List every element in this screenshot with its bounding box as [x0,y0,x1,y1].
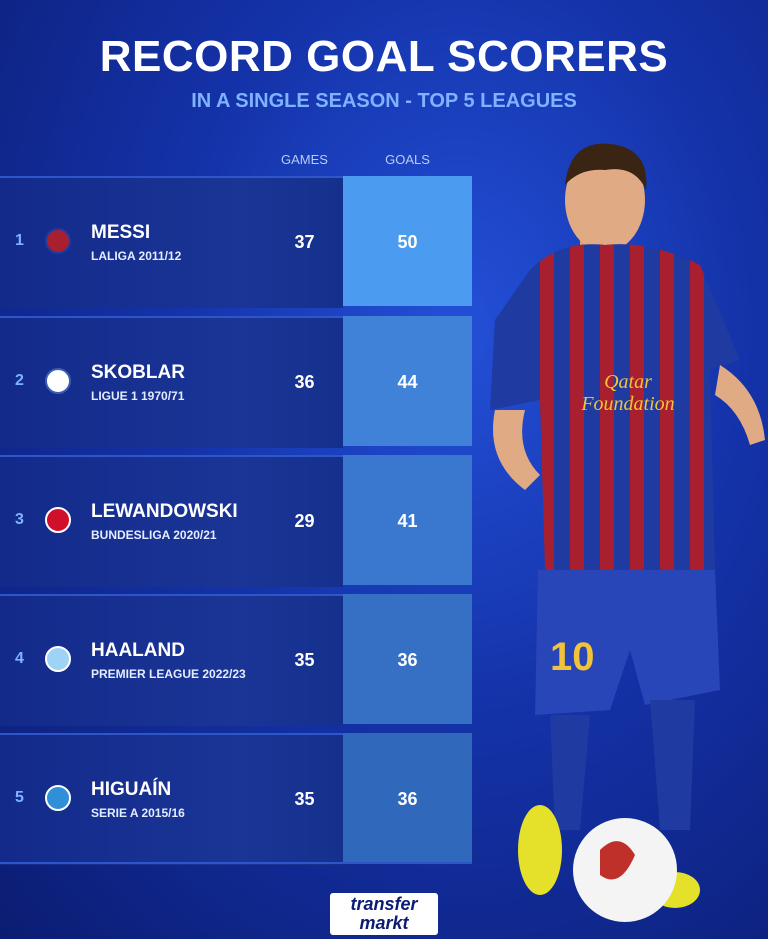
goals: 44 [397,372,418,392]
season: SERIE A 2015/16 [91,806,185,820]
goals: 50 [397,232,418,252]
player-name: MESSI [91,222,151,243]
club-badge [45,507,71,533]
games: 35 [294,650,315,670]
games: 37 [294,232,315,252]
logo: transfer markt [330,893,438,935]
games: 35 [294,789,315,809]
rank: 4 [15,650,24,667]
club-badge [45,368,71,394]
goals-cell [343,316,472,446]
rank: 5 [15,789,24,806]
title: RECORD GOAL SCORERS [99,32,669,81]
games: 36 [294,372,315,392]
goals: 41 [397,511,418,531]
column-header: GOALS [385,152,430,167]
season: BUNDESLIGA 2020/21 [91,528,217,542]
goals: 36 [397,650,418,670]
goals-cell [343,733,472,863]
club-badge [45,785,71,811]
season: LIGUE 1 1970/71 [91,389,185,403]
row [0,316,343,448]
club-badge [45,228,71,254]
logo-text: markt [359,913,409,933]
goals-cell [343,594,472,724]
rank: 3 [15,511,24,528]
season: PREMIER LEAGUE 2022/23 [91,667,246,681]
games: 29 [294,511,315,531]
shirt-text: Qatar [604,371,652,393]
player-name: HAALAND [91,640,185,661]
goals-cell [343,455,472,585]
player-name: LEWANDOWSKI [91,501,238,522]
subtitle: IN A SINGLE SEASON - TOP 5 LEAGUES [191,90,577,112]
goals: 36 [397,789,418,809]
player-illustration: Qatar Foundation 10 [490,143,765,922]
rank: 2 [15,372,24,389]
season: LALIGA 2011/12 [91,249,182,263]
logo-text: transfer [350,894,418,914]
club-badge [45,646,71,672]
goals-cell [343,176,472,306]
shorts-number: 10 [550,635,595,679]
shirt-text: Foundation [580,393,674,415]
table-bottom-rule [0,862,472,864]
player-name: SKOBLAR [91,362,185,383]
column-header: GAMES [281,152,328,167]
rank: 1 [15,232,24,249]
player-name: HIGUAÍN [91,779,172,800]
